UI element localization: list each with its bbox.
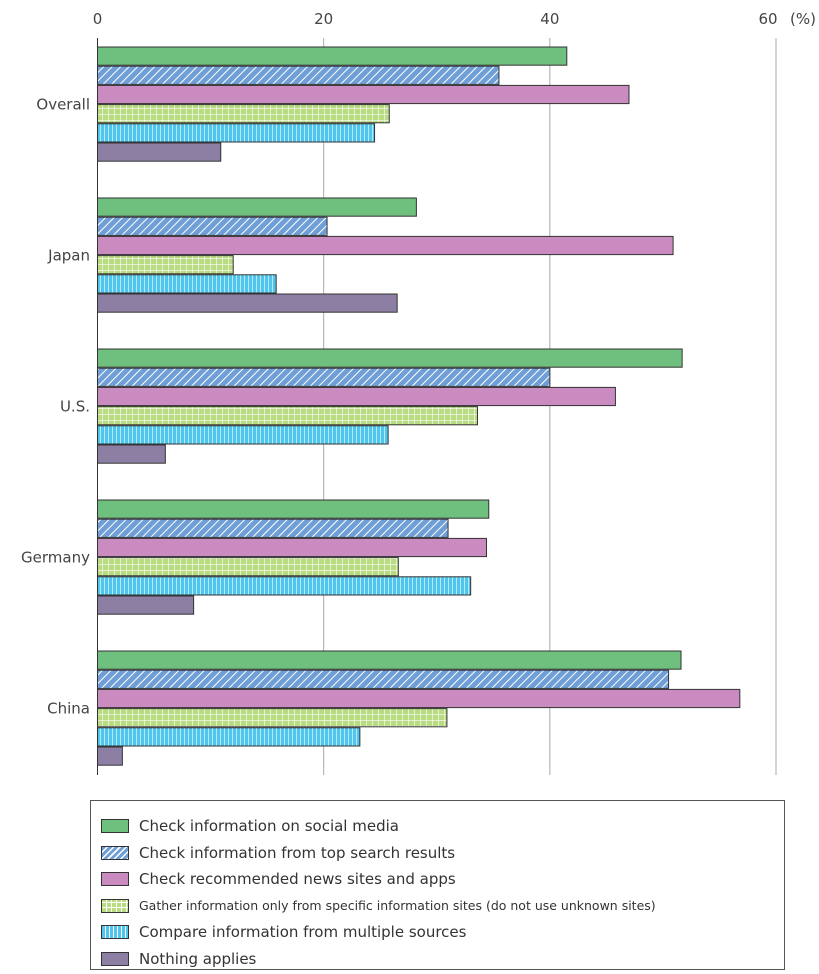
x-tick-label: 60 — [758, 10, 777, 28]
bar-overall-series-5 — [97, 123, 376, 143]
bar-chart: 0 20 40 60 (%) Overall Japan U.S. Germany China — [21, 10, 816, 775]
legend-swatch — [101, 951, 129, 966]
legend-swatch — [101, 925, 129, 939]
unit-label: (%) — [790, 10, 816, 28]
bar-china-series-3 — [97, 688, 741, 709]
legend-swatch — [101, 872, 129, 886]
bar-japan-series-2 — [97, 216, 328, 236]
legend-swatch — [101, 819, 129, 833]
bar-japan-series-5 — [97, 274, 277, 294]
bar-germany-series-4 — [97, 557, 399, 577]
x-tick-label: 0 — [93, 10, 103, 28]
bar-china-series-5 — [97, 727, 361, 747]
bars — [97, 46, 741, 766]
x-tick-label: 40 — [540, 10, 559, 28]
bar-germany-series-1 — [97, 499, 490, 519]
x-axis-ticks: 0 20 40 60 — [93, 10, 778, 28]
bar-germany-series-6 — [97, 595, 195, 615]
bar-china-series-2 — [97, 669, 670, 689]
bar-germany-series-5 — [97, 576, 472, 596]
bar-overall-series-1 — [97, 46, 568, 66]
legend-swatch — [101, 898, 129, 913]
bar-japan-series-3 — [97, 235, 674, 256]
category-label: Overall — [36, 96, 90, 114]
category-label: Japan — [47, 247, 90, 265]
bar-us-series-3 — [97, 386, 616, 407]
bar-us-series-1 — [97, 348, 683, 368]
bar-germany-series-2 — [97, 518, 449, 538]
bar-overall-series-3 — [97, 84, 630, 105]
bar-us-series-6 — [97, 444, 166, 464]
category-label: U.S. — [60, 398, 90, 416]
bar-germany-series-3 — [97, 537, 488, 558]
legend: Check information on social media Check i… — [90, 800, 785, 970]
bar-china-series-6 — [97, 746, 123, 766]
bar-us-series-2 — [97, 367, 551, 387]
bar-japan-series-1 — [97, 197, 417, 217]
legend-label: Check information from top search result… — [139, 843, 456, 862]
bar-overall-series-2 — [97, 65, 500, 85]
bar-japan-series-6 — [97, 293, 398, 313]
bar-us-series-4 — [97, 406, 478, 426]
category-labels: Overall Japan U.S. Germany China — [21, 96, 90, 718]
bar-overall-series-4 — [97, 104, 390, 124]
legend-label: Gather information only from specific in… — [139, 898, 656, 913]
legend-item: Check recommended news sites and apps — [101, 868, 456, 890]
legend-label: Nothing applies — [139, 949, 257, 968]
legend-item: Compare information from multiple source… — [101, 921, 466, 943]
bar-china-series-4 — [97, 708, 448, 728]
bar-overall-series-6 — [97, 142, 222, 162]
legend-item: Gather information only from specific in… — [101, 895, 656, 917]
category-label: Germany — [21, 549, 90, 567]
bar-japan-series-4 — [97, 255, 234, 275]
legend-label: Compare information from multiple source… — [139, 923, 467, 941]
legend-label: Check information on social media — [139, 817, 399, 835]
legend-item: Check information from top search result… — [101, 842, 455, 864]
legend-item: Check information on social media — [101, 815, 399, 837]
legend-item: Nothing applies — [101, 948, 256, 970]
legend-label: Check recommended news sites and apps — [139, 870, 456, 888]
bar-us-series-5 — [97, 425, 389, 445]
legend-swatch — [101, 845, 129, 860]
category-label: China — [47, 700, 90, 718]
bar-china-series-1 — [97, 650, 682, 670]
x-tick-label: 20 — [314, 10, 333, 28]
